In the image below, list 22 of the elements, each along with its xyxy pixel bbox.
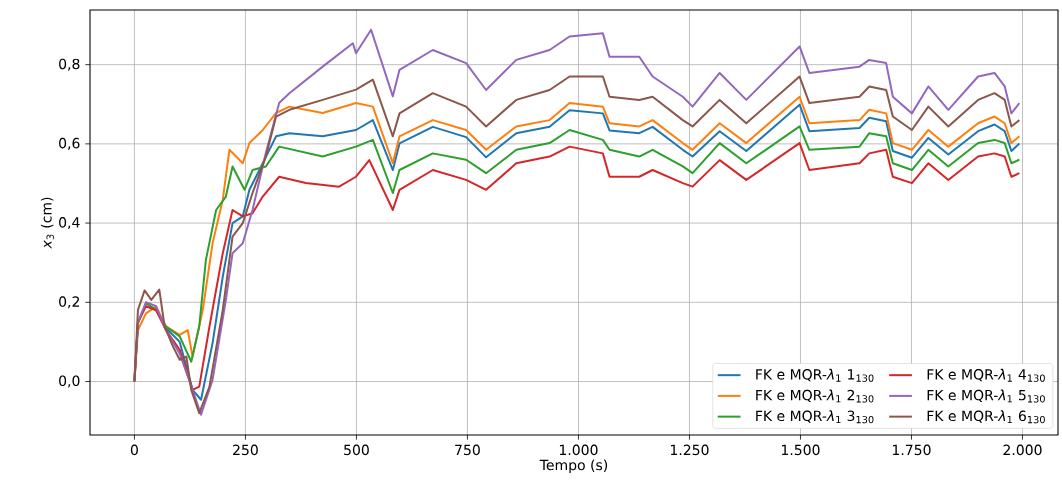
x-tick-label: 1.250	[670, 444, 709, 456]
x-tick-label: 250	[233, 444, 258, 456]
y-axis-title: x$_{3}$ (cm)	[40, 197, 54, 249]
legend-label: FK e MQR-λ$_{1}$ 3$_{130}$	[756, 410, 874, 424]
y-tick-label: 0,4	[59, 217, 80, 230]
legend-label: FK e MQR-λ$_{1}$ 5$_{130}$	[927, 389, 1045, 403]
y-tick-label: 0,8	[59, 58, 80, 71]
x-tick-label: 750	[455, 444, 480, 456]
x-tick-label: 1.500	[781, 444, 820, 456]
x-tick-label: 2.000	[1003, 444, 1042, 456]
y-tick-label: 0,0	[59, 375, 80, 388]
x-tick-label: 500	[344, 444, 369, 456]
x-axis-title: Tempo (s)	[539, 459, 608, 473]
x-tick-label: 0	[130, 444, 138, 456]
legend-label: FK e MQR-λ$_{1}$ 2$_{130}$	[756, 389, 874, 403]
y-tick-label: 0,2	[59, 296, 80, 309]
legend-label: FK e MQR-λ$_{1}$ 4$_{130}$	[927, 368, 1045, 382]
legend-label: FK e MQR-λ$_{1}$ 6$_{130}$	[927, 410, 1045, 424]
x-tick-label: 1.750	[892, 444, 931, 456]
legend-label: FK e MQR-λ$_{1}$ 1$_{130}$	[756, 368, 874, 382]
x-tick-label: 1.000	[559, 444, 598, 456]
y-tick-label: 0,6	[59, 137, 80, 150]
